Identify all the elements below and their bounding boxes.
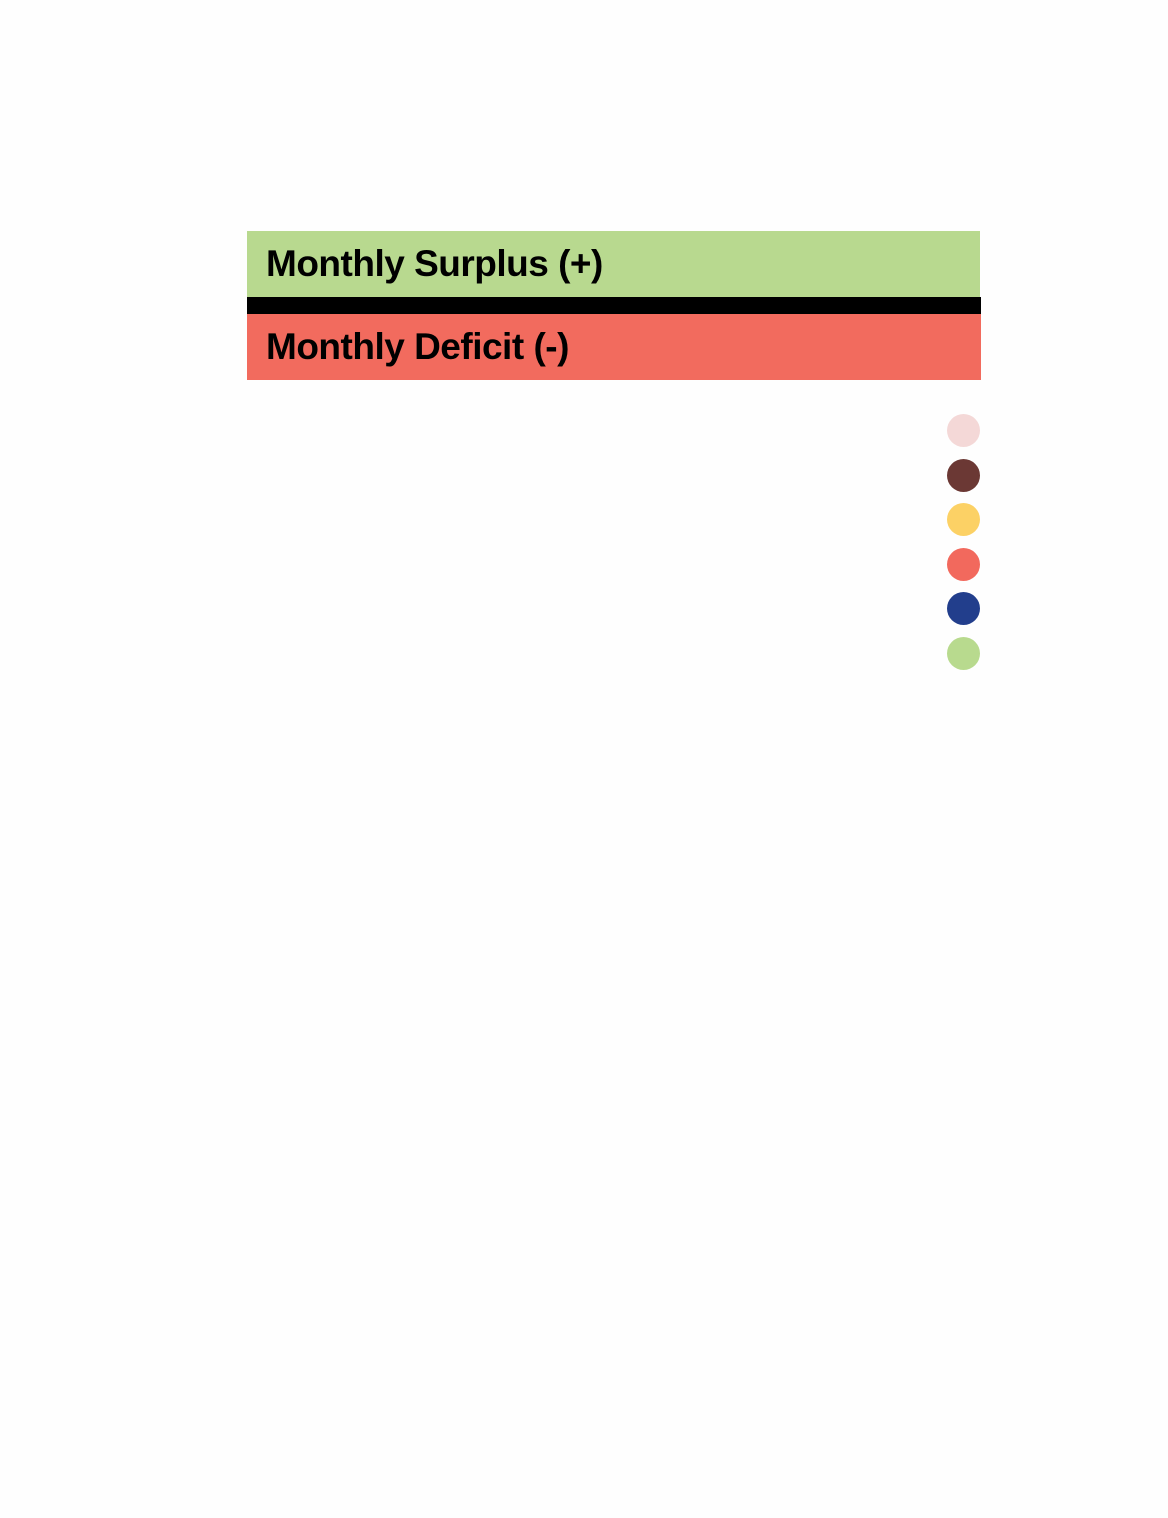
monthly-surplus-banner: Monthly Surplus (+)	[247, 231, 980, 297]
monthly-surplus-label: Monthly Surplus (+)	[266, 243, 603, 284]
monthly-deficit-label: Monthly Deficit (-)	[266, 326, 569, 367]
color-swatch-light-green	[947, 636, 980, 670]
color-swatch-light-pink	[947, 414, 980, 447]
color-swatch-yellow	[947, 503, 980, 537]
color-swatch-dark-brown	[947, 458, 980, 492]
color-swatch-navy	[947, 592, 980, 626]
color-swatch-coral	[947, 547, 980, 581]
banner-divider	[247, 297, 981, 314]
monthly-deficit-banner: Monthly Deficit (-)	[247, 314, 981, 380]
color-swatch-list	[947, 414, 981, 682]
